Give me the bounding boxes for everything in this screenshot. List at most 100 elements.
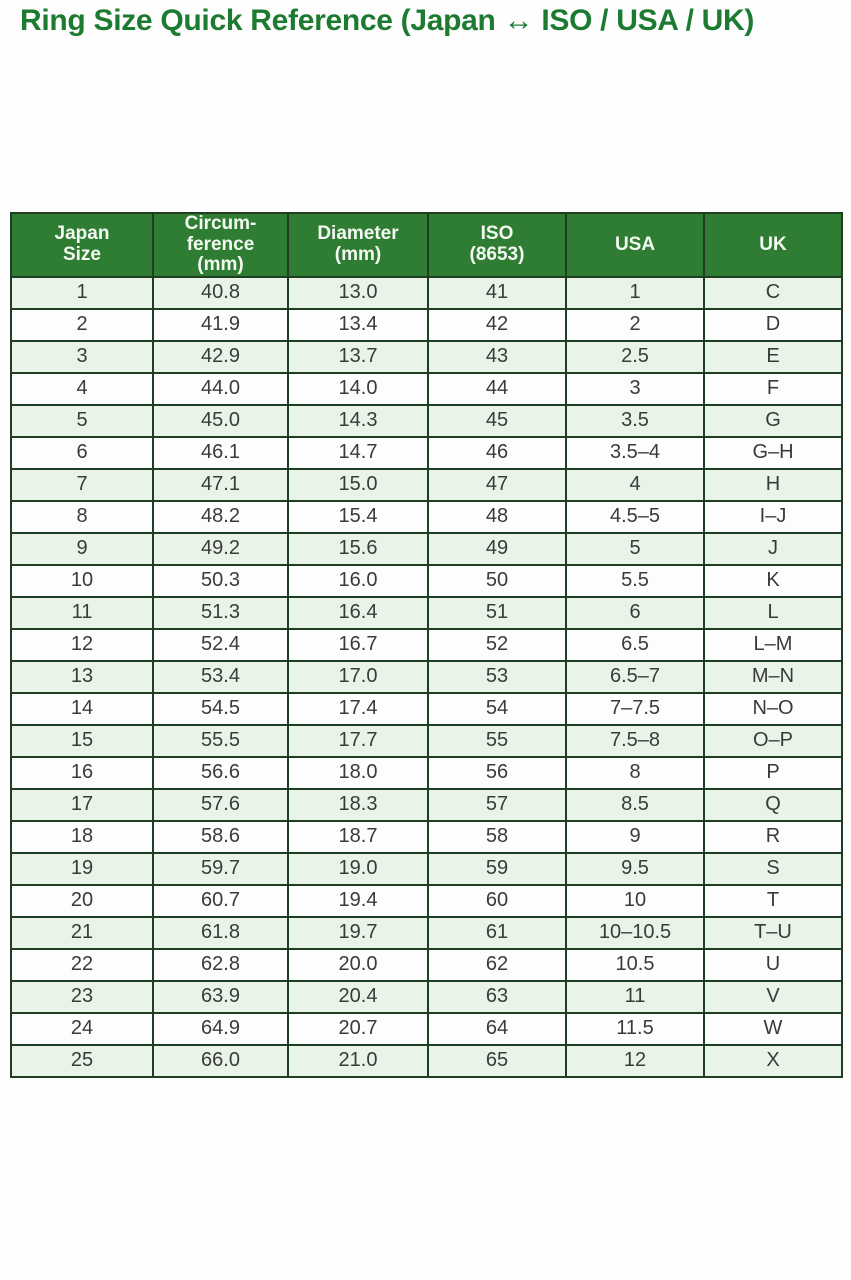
cell-Diameter (mm): 15.0 (287, 467, 429, 502)
cell-ISO (8653): 54 (427, 691, 567, 726)
table-row: 9 49.2 15.6 49 5 J (10, 531, 843, 566)
cell-ISO (8653): 65 (427, 1043, 567, 1078)
table-header: Japan Size Circum- ference (mm) Diameter (… (10, 212, 843, 278)
column-header-5: USA (565, 212, 705, 278)
cell-Japan Size: 8 (10, 499, 154, 534)
cell-Japan Size: 22 (10, 947, 154, 982)
cell-USA: 1 (565, 275, 705, 310)
cell-ISO (8653): 64 (427, 1011, 567, 1046)
cell-Diameter (mm): 17.4 (287, 691, 429, 726)
cell-UK: D (703, 307, 843, 342)
cell-UK: T (703, 883, 843, 918)
cell-Japan Size: 23 (10, 979, 154, 1014)
cell-Circumference (mm): 45.0 (152, 403, 289, 438)
cell-ISO (8653): 57 (427, 787, 567, 822)
cell-USA: 5.5 (565, 563, 705, 598)
cell-UK: O–P (703, 723, 843, 758)
table-row: 1 40.8 13.0 41 1 C (10, 275, 843, 310)
cell-Diameter (mm): 16.0 (287, 563, 429, 598)
cell-Diameter (mm): 17.7 (287, 723, 429, 758)
table-row: 11 51.3 16.4 51 6 L (10, 595, 843, 630)
cell-Japan Size: 25 (10, 1043, 154, 1078)
cell-Circumference (mm): 42.9 (152, 339, 289, 374)
cell-Circumference (mm): 53.4 (152, 659, 289, 694)
cell-UK: Q (703, 787, 843, 822)
column-header-1: Japan Size (10, 212, 154, 278)
cell-USA: 3 (565, 371, 705, 406)
table-row: 23 63.9 20.4 63 11 V (10, 979, 843, 1014)
table-row: 19 59.7 19.0 59 9.5 S (10, 851, 843, 886)
cell-Diameter (mm): 18.0 (287, 755, 429, 790)
cell-Japan Size: 17 (10, 787, 154, 822)
cell-ISO (8653): 59 (427, 851, 567, 886)
cell-USA: 2.5 (565, 339, 705, 374)
cell-UK: H (703, 467, 843, 502)
cell-Japan Size: 19 (10, 851, 154, 886)
cell-UK: J (703, 531, 843, 566)
cell-Circumference (mm): 44.0 (152, 371, 289, 406)
cell-ISO (8653): 56 (427, 755, 567, 790)
cell-ISO (8653): 45 (427, 403, 567, 438)
cell-UK: C (703, 275, 843, 310)
cell-Circumference (mm): 59.7 (152, 851, 289, 886)
cell-Circumference (mm): 55.5 (152, 723, 289, 758)
table-row: 25 66.0 21.0 65 12 X (10, 1043, 843, 1078)
cell-UK: F (703, 371, 843, 406)
cell-Circumference (mm): 47.1 (152, 467, 289, 502)
cell-Circumference (mm): 62.8 (152, 947, 289, 982)
cell-USA: 8 (565, 755, 705, 790)
cell-ISO (8653): 47 (427, 467, 567, 502)
cell-Diameter (mm): 18.7 (287, 819, 429, 854)
cell-USA: 6.5 (565, 627, 705, 662)
cell-Circumference (mm): 40.8 (152, 275, 289, 310)
cell-USA: 11 (565, 979, 705, 1014)
cell-UK: E (703, 339, 843, 374)
cell-Diameter (mm): 14.0 (287, 371, 429, 406)
cell-UK: L (703, 595, 843, 630)
cell-Japan Size: 20 (10, 883, 154, 918)
cell-USA: 10–10.5 (565, 915, 705, 950)
cell-Japan Size: 5 (10, 403, 154, 438)
cell-ISO (8653): 62 (427, 947, 567, 982)
table-row: 8 48.2 15.4 48 4.5–5 I–J (10, 499, 843, 534)
cell-Diameter (mm): 21.0 (287, 1043, 429, 1078)
cell-Japan Size: 16 (10, 755, 154, 790)
cell-Diameter (mm): 13.7 (287, 339, 429, 374)
cell-UK: M–N (703, 659, 843, 694)
cell-Circumference (mm): 49.2 (152, 531, 289, 566)
cell-Circumference (mm): 50.3 (152, 563, 289, 598)
cell-ISO (8653): 42 (427, 307, 567, 342)
table-row: 15 55.5 17.7 55 7.5–8 O–P (10, 723, 843, 758)
cell-Diameter (mm): 20.7 (287, 1011, 429, 1046)
table-row: 3 42.9 13.7 43 2.5 E (10, 339, 843, 374)
cell-USA: 4.5–5 (565, 499, 705, 534)
cell-ISO (8653): 60 (427, 883, 567, 918)
cell-ISO (8653): 46 (427, 435, 567, 470)
column-header-6: UK (703, 212, 843, 278)
cell-Japan Size: 3 (10, 339, 154, 374)
table-row: 4 44.0 14.0 44 3 F (10, 371, 843, 406)
cell-USA: 3.5–4 (565, 435, 705, 470)
cell-Circumference (mm): 63.9 (152, 979, 289, 1014)
cell-UK: G–H (703, 435, 843, 470)
cell-Japan Size: 18 (10, 819, 154, 854)
cell-USA: 10.5 (565, 947, 705, 982)
cell-USA: 3.5 (565, 403, 705, 438)
cell-USA: 6 (565, 595, 705, 630)
cell-Circumference (mm): 52.4 (152, 627, 289, 662)
cell-UK: K (703, 563, 843, 598)
cell-Diameter (mm): 15.4 (287, 499, 429, 534)
table-row: 21 61.8 19.7 61 10–10.5 T–U (10, 915, 843, 950)
cell-UK: S (703, 851, 843, 886)
cell-Diameter (mm): 16.7 (287, 627, 429, 662)
cell-Circumference (mm): 64.9 (152, 1011, 289, 1046)
table-row: 18 58.6 18.7 58 9 R (10, 819, 843, 854)
cell-USA: 9 (565, 819, 705, 854)
table-row: 24 64.9 20.7 64 11.5 W (10, 1011, 843, 1046)
table-row: 20 60.7 19.4 60 10 T (10, 883, 843, 918)
cell-ISO (8653): 49 (427, 531, 567, 566)
cell-UK: W (703, 1011, 843, 1046)
cell-Circumference (mm): 48.2 (152, 499, 289, 534)
cell-USA: 12 (565, 1043, 705, 1078)
table-row: 22 62.8 20.0 62 10.5 U (10, 947, 843, 982)
